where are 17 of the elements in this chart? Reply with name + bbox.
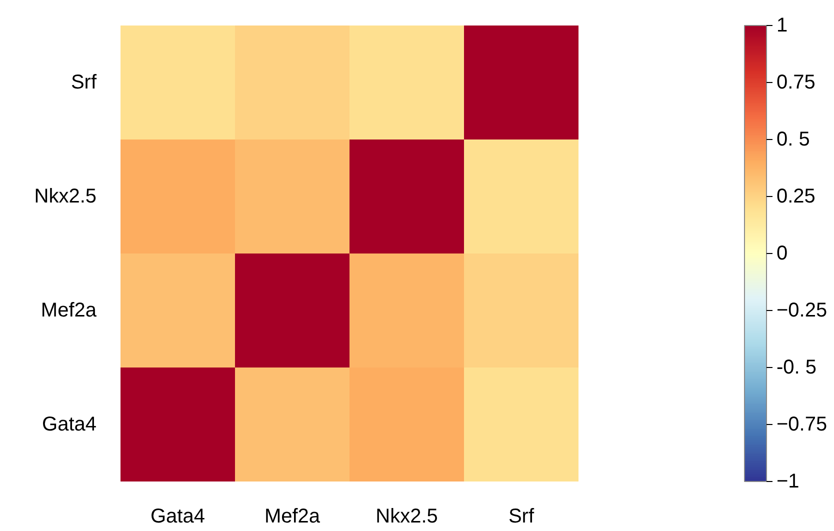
color-bar-label: −1 xyxy=(776,470,800,492)
color-bar-label: 0.25 xyxy=(776,186,816,208)
y-tick-label: Mef2a xyxy=(40,300,98,322)
x-tick-label: Mef2a xyxy=(264,506,321,528)
color-bar-label: −0.25 xyxy=(776,300,828,322)
x-tick-label: Gata4 xyxy=(150,506,205,528)
color-bar-label: 1 xyxy=(776,14,788,36)
color-bar-label: -0. 5 xyxy=(776,356,817,378)
color-bar-label: 0. 5 xyxy=(776,128,810,150)
y-tick-label: Srf xyxy=(70,72,97,94)
y-tick-label: Nkx2.5 xyxy=(34,186,97,208)
color-bar-label: 0 xyxy=(776,242,788,264)
x-tick-label: Srf xyxy=(508,506,534,528)
x-tick-label: Nkx2.5 xyxy=(376,506,438,528)
color-bar-label: 0.75 xyxy=(776,72,816,94)
color-bar-label: −0.75 xyxy=(776,414,828,436)
y-tick-label: Gata4 xyxy=(42,414,96,436)
